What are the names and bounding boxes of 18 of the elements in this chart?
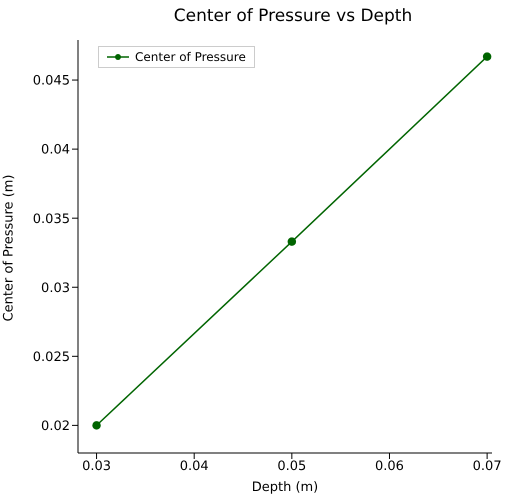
chart-title: Center of Pressure vs Depth <box>172 6 414 26</box>
x-tick-label: 0.07 <box>472 459 502 474</box>
y-tick-label: 0.04 <box>41 142 70 158</box>
legend-label: Center of Pressure <box>135 50 246 64</box>
point <box>288 237 296 246</box>
x-tick-label: 0.03 <box>82 459 112 474</box>
x-tick-label: 0.04 <box>180 459 209 474</box>
y-tick-label: 0.03 <box>41 280 70 296</box>
point <box>482 52 492 61</box>
y-axis-title: Center of Pressure (m) <box>2 174 17 322</box>
x-tick-label: 0.06 <box>375 459 404 474</box>
y-tick-label: 0.035 <box>32 212 70 227</box>
x-axis-title: Depth (m) <box>252 480 318 495</box>
point <box>92 421 101 430</box>
y-tick-label: 0.025 <box>32 350 70 365</box>
y-tick-label: 0.045 <box>32 74 70 89</box>
y-tick-label: 0.02 <box>41 418 70 434</box>
x-tick-label: 0.05 <box>277 459 306 474</box>
